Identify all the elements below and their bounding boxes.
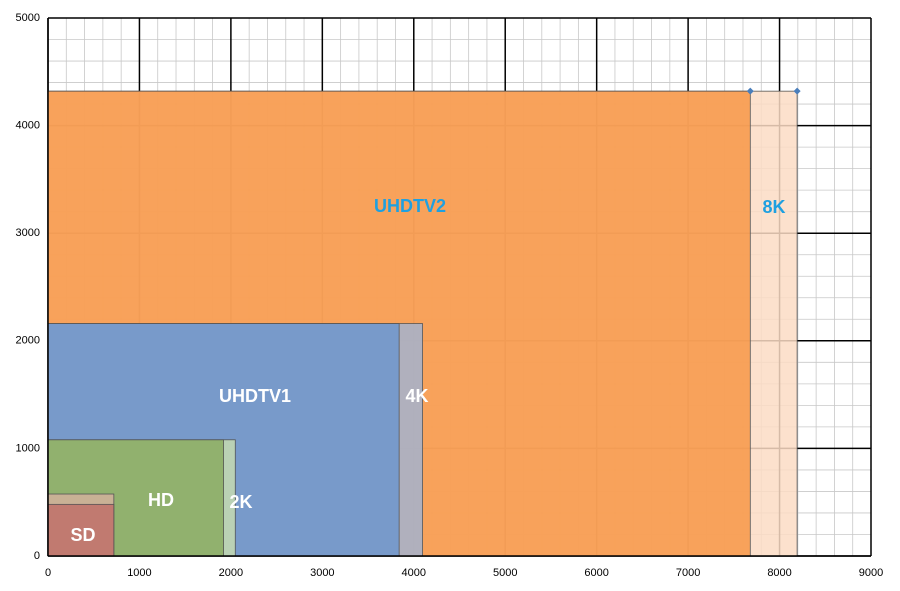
series-label: SD [70, 525, 95, 545]
series-label: HD [148, 490, 174, 510]
x-tick-label: 0 [45, 567, 51, 579]
x-tick-label: 9000 [859, 567, 883, 579]
y-tick-label: 4000 [16, 120, 40, 132]
series-label: UHDTV2 [374, 196, 446, 216]
y-tick-label: 2000 [16, 335, 40, 347]
y-tick-label: 5000 [16, 12, 40, 24]
corner-marker [793, 87, 801, 95]
y-tick-label: 0 [34, 550, 40, 562]
corner-marker [746, 87, 754, 95]
x-tick-label: 7000 [676, 567, 700, 579]
x-tick-label: 1000 [127, 567, 151, 579]
y-tick-label: 3000 [16, 227, 40, 239]
series-label: 2K [229, 492, 252, 512]
series-label: UHDTV1 [219, 386, 291, 406]
resolution-rect [47, 503, 115, 557]
x-tick-label: 3000 [310, 567, 334, 579]
x-tick-label: 2000 [219, 567, 243, 579]
x-tick-label: 5000 [493, 567, 517, 579]
series-label: 4K [405, 386, 428, 406]
x-tick-label: 6000 [584, 567, 608, 579]
series-label: 8K [762, 197, 785, 217]
y-tick-label: 1000 [16, 442, 40, 454]
x-tick-label: 8000 [767, 567, 791, 579]
x-tick-label: 4000 [402, 567, 426, 579]
